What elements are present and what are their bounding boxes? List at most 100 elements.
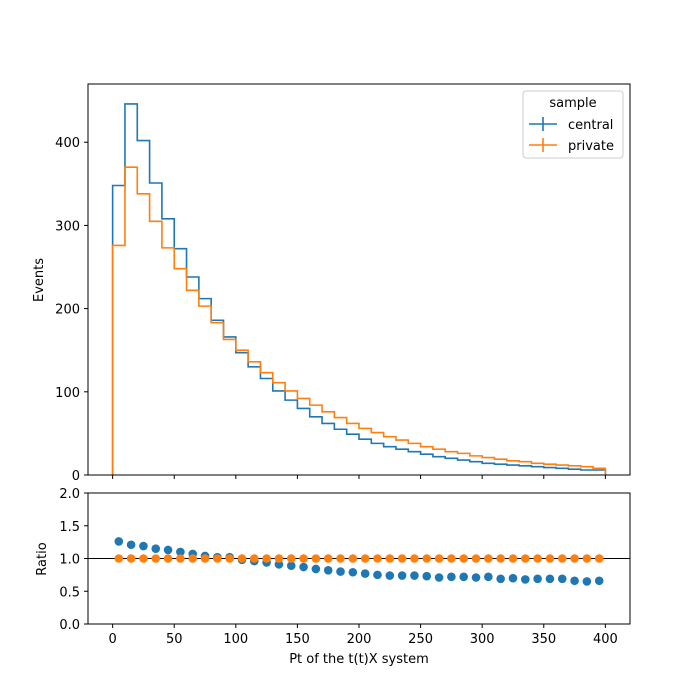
ratio-point-central bbox=[299, 562, 308, 572]
x-tick-label: 350 bbox=[531, 632, 556, 647]
ratio-point-private bbox=[484, 554, 493, 563]
ratio-point-central bbox=[582, 577, 592, 586]
x-tick-label: 150 bbox=[285, 632, 310, 647]
ratio-point-private bbox=[274, 554, 284, 563]
ratio-point-central bbox=[557, 574, 567, 584]
ratio-point-private bbox=[286, 554, 296, 563]
ratio-y-tick-label: 1.0 bbox=[59, 553, 80, 568]
ratio-point-central bbox=[397, 571, 407, 580]
ratio-y-tick-label: 0.5 bbox=[59, 585, 80, 600]
ratio-point-central bbox=[274, 560, 284, 569]
ratio-point-central bbox=[385, 571, 395, 580]
legend-label-private: private bbox=[568, 139, 614, 154]
ratio-point-private bbox=[188, 554, 198, 563]
x-tick-label: 100 bbox=[223, 632, 248, 647]
ratio-point-private bbox=[360, 554, 370, 563]
main-y-tick-label: 200 bbox=[55, 303, 80, 318]
x-axis-label: Pt of the t(t)X system bbox=[289, 652, 429, 667]
ratio-point-central bbox=[348, 567, 358, 577]
ratio-point-private bbox=[126, 554, 136, 563]
main-y-tick-label: 100 bbox=[55, 386, 80, 401]
main-series-group bbox=[111, 103, 607, 475]
legend-entry-central: central bbox=[529, 117, 613, 133]
ratio-point-private bbox=[508, 554, 518, 563]
ratio-point-central bbox=[176, 547, 185, 557]
histogram-step-central bbox=[111, 103, 607, 475]
ratio-point-private bbox=[299, 554, 308, 563]
ratio-point-private bbox=[385, 554, 395, 563]
legend-entry-private: private bbox=[529, 138, 614, 154]
x-tick-label: 250 bbox=[408, 632, 433, 647]
ratio-point-private bbox=[471, 554, 481, 563]
ratio-point-central bbox=[151, 544, 161, 553]
ratio-point-private bbox=[176, 554, 185, 563]
ratio-point-central bbox=[471, 573, 481, 582]
ratio-point-private bbox=[533, 554, 542, 563]
ratio-point-private bbox=[225, 554, 234, 563]
ratio-point-central bbox=[286, 561, 296, 571]
ratio-point-private bbox=[200, 554, 210, 563]
main-y-axis-label: Events bbox=[32, 258, 47, 302]
ratio-point-central bbox=[545, 574, 555, 584]
ratio-point-private bbox=[422, 554, 432, 563]
ratio-point-private bbox=[570, 554, 579, 563]
x-tick-label: 50 bbox=[166, 632, 183, 647]
legend: sample central private bbox=[522, 90, 624, 159]
legend-box bbox=[522, 90, 624, 159]
legend-title: sample bbox=[549, 96, 596, 111]
main-histogram-panel: 0 100 200 300 400 Events sample central priva… bbox=[32, 83, 631, 484]
ratio-point-private bbox=[459, 554, 469, 563]
ratio-y-tick-label: 0.0 bbox=[59, 618, 80, 633]
ratio-point-central bbox=[311, 564, 321, 574]
ratio-point-private bbox=[348, 554, 358, 563]
ratio-point-central bbox=[520, 575, 530, 584]
ratio-point-central bbox=[594, 576, 604, 586]
ratio-point-central bbox=[447, 572, 456, 582]
ratio-point-private bbox=[496, 554, 505, 563]
main-y-tick-label: 400 bbox=[55, 136, 80, 151]
ratio-point-private bbox=[262, 554, 271, 563]
ratio-point-central bbox=[459, 572, 469, 582]
ratio-point-central bbox=[373, 570, 382, 580]
ratio-plot-frame bbox=[87, 492, 631, 625]
x-tick-label: 200 bbox=[347, 632, 372, 647]
ratio-panel: 0 50 100 150 200 250 300 350 4000.00.51.01.52.0 … bbox=[35, 487, 631, 667]
ratio-point-private bbox=[520, 554, 530, 563]
ratio-point-private bbox=[311, 554, 321, 563]
ratio-point-private bbox=[582, 554, 592, 563]
main-axes-group: 0 100 200 300 400 bbox=[55, 136, 606, 484]
ratio-point-private bbox=[434, 554, 444, 563]
ratio-point-central bbox=[410, 571, 419, 580]
ratio-point-private bbox=[151, 554, 161, 563]
ratio-point-private bbox=[213, 554, 222, 563]
ratio-point-private bbox=[249, 554, 259, 563]
ratio-point-central bbox=[496, 574, 505, 584]
ratio-point-private bbox=[557, 554, 567, 563]
ratio-point-central bbox=[360, 569, 370, 578]
ratio-point-central bbox=[570, 576, 579, 586]
ratio-y-tick-label: 2.0 bbox=[59, 487, 80, 502]
legend-label-central: central bbox=[568, 118, 613, 133]
main-plot-frame bbox=[87, 83, 631, 476]
main-y-tick-label: 0 bbox=[72, 469, 80, 484]
ratio-point-private bbox=[336, 554, 345, 563]
x-tick-label: 300 bbox=[470, 632, 495, 647]
ratio-point-central bbox=[422, 571, 432, 581]
ratio-y-axis-label: Ratio bbox=[35, 542, 50, 575]
ratio-point-private bbox=[139, 554, 148, 563]
ratio-point-private bbox=[447, 554, 456, 563]
ratio-point-central bbox=[139, 541, 148, 551]
x-tick-label: 400 bbox=[593, 632, 618, 647]
ratio-point-private bbox=[237, 554, 247, 563]
x-tick-label: 0 bbox=[108, 632, 116, 647]
ratio-point-central bbox=[126, 540, 136, 550]
ratio-point-private bbox=[594, 554, 604, 563]
ratio-series-group bbox=[114, 537, 604, 586]
ratio-point-central bbox=[484, 572, 493, 582]
ratio-point-private bbox=[397, 554, 407, 563]
main-y-tick-label: 300 bbox=[55, 219, 80, 234]
ratio-point-central bbox=[163, 545, 173, 555]
ratio-y-tick-label: 1.5 bbox=[59, 520, 80, 535]
histogram-step-private bbox=[111, 166, 607, 475]
